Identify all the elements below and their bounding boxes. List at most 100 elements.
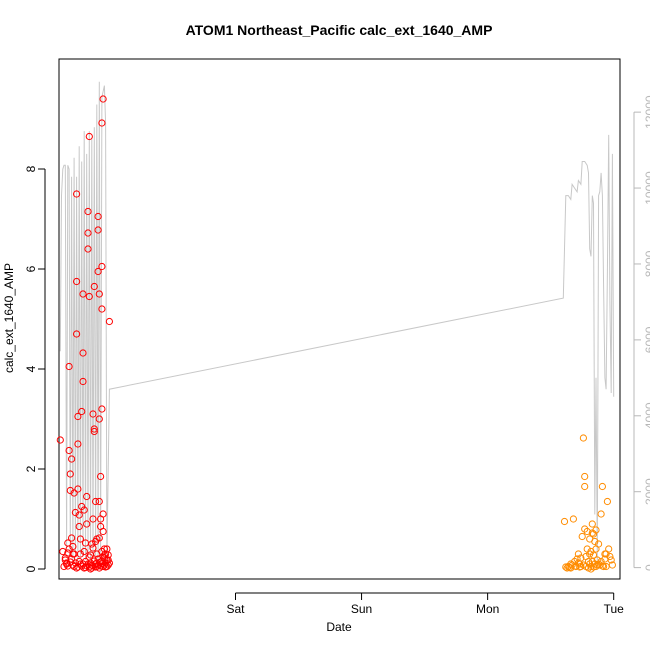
plot-frame <box>58 58 621 580</box>
data-point-series-2 <box>578 532 586 541</box>
left-axis-tick-label: 2 <box>24 465 38 472</box>
x-axis-tick-label: Tue <box>604 602 625 616</box>
data-point-series-2 <box>589 530 598 538</box>
data-point-series-1 <box>99 527 107 536</box>
data-point-series-2 <box>607 556 615 564</box>
x-axis-tick-label: Sat <box>226 602 245 616</box>
right-axis-tick-label: 12000 <box>643 95 650 129</box>
data-point-series-1 <box>76 535 85 543</box>
data-point-series-2 <box>591 537 599 546</box>
data-point-series-1 <box>94 267 102 276</box>
x-axis-tick-label: Mon <box>476 602 499 616</box>
data-point-series-2 <box>583 527 591 536</box>
right-y-axis: 0 2000 4000 6000 8000 10000 12000 <box>633 95 650 571</box>
data-point-series-1 <box>99 510 107 518</box>
data-point-series-1 <box>66 486 74 495</box>
x-axis-tick-label: Sun <box>351 602 372 616</box>
data-point-series-1 <box>85 292 93 301</box>
data-point-series-1 <box>98 405 106 413</box>
right-axis-tick-label: 6000 <box>643 326 650 353</box>
data-point-series-2 <box>592 526 600 534</box>
data-point-series-1 <box>79 560 87 568</box>
data-point-series-1 <box>98 305 106 313</box>
data-point-series-1 <box>104 556 112 564</box>
data-point-series-2 <box>586 550 594 558</box>
data-point-series-2 <box>598 562 607 570</box>
data-point-series-1 <box>73 330 81 338</box>
data-point-series-1 <box>93 535 101 543</box>
x-axis: Sat Sun Mon Tue <box>226 592 625 616</box>
data-point-series-1 <box>68 455 76 463</box>
data-point-series-1 <box>89 515 97 523</box>
data-point-series-2 <box>579 434 588 442</box>
data-point-series-1 <box>74 412 82 421</box>
data-point-series-2 <box>584 564 593 572</box>
data-point-series-1 <box>80 506 88 514</box>
left-y-axis: 0 2 4 6 8 <box>24 165 46 572</box>
line-series <box>59 81 615 561</box>
data-point-series-1 <box>85 132 93 141</box>
data-point-series-2 <box>589 551 598 559</box>
data-point-series-2 <box>602 550 610 558</box>
data-point-series-1 <box>95 497 103 506</box>
data-point-series-1 <box>92 497 100 506</box>
data-point-series-1 <box>95 290 103 298</box>
data-point-series-1 <box>90 282 98 291</box>
data-point-series-1 <box>99 95 107 103</box>
left-axis-tick-label: 0 <box>24 565 38 572</box>
data-point-series-1 <box>66 470 74 478</box>
data-point-series-1 <box>97 562 105 570</box>
data-point-series-2 <box>569 515 578 523</box>
data-point-series-1 <box>78 407 86 416</box>
data-point-series-1 <box>95 415 103 423</box>
data-point-series-1 <box>69 542 77 551</box>
data-point-series-2 <box>577 554 585 562</box>
data-point-series-2 <box>581 472 589 481</box>
data-point-series-1 <box>81 539 90 547</box>
data-point-series-1 <box>64 562 72 570</box>
right-axis-tick-label: 0 <box>643 564 650 571</box>
data-point-series-2 <box>579 561 588 569</box>
data-point-series-1 <box>105 317 114 326</box>
data-point-series-1 <box>97 472 105 481</box>
data-point-series-2 <box>588 520 596 528</box>
right-axis-tick-label: 10000 <box>643 171 650 205</box>
left-axis-tick-label: 6 <box>24 265 38 272</box>
data-point-series-1 <box>84 207 92 216</box>
data-point-series-1 <box>90 425 98 433</box>
data-point-series-1 <box>98 119 106 127</box>
data-point-series-1 <box>59 547 67 556</box>
data-point-series-1 <box>80 547 88 556</box>
line-series-path <box>59 81 615 561</box>
data-point-series-2 <box>574 550 583 558</box>
data-point-series-1 <box>73 190 81 198</box>
data-point-series-1 <box>75 511 83 519</box>
data-point-series-1 <box>98 262 106 271</box>
data-point-series-2 <box>589 563 598 571</box>
data-point-series-2 <box>598 482 607 491</box>
right-axis-tick-label: 4000 <box>643 402 650 429</box>
data-point-series-2 <box>562 563 570 571</box>
right-axis-tick-label: 2000 <box>643 478 650 505</box>
data-point-series-2 <box>581 482 589 491</box>
data-point-series-2 <box>592 545 600 553</box>
left-axis-tick-label: 4 <box>24 365 38 372</box>
data-point-series-1 <box>83 492 91 501</box>
data-point-series-2 <box>581 525 589 533</box>
data-point-series-1 <box>94 212 102 221</box>
data-point-series-1 <box>73 277 81 286</box>
data-point-series-1 <box>76 550 85 558</box>
data-point-series-1 <box>84 245 92 253</box>
right-axis-tick-label: 8000 <box>643 250 650 277</box>
data-point-series-1 <box>83 520 91 528</box>
data-point-series-2 <box>572 562 580 570</box>
data-point-series-2 <box>560 517 569 526</box>
data-point-series-1 <box>75 522 83 531</box>
data-point-series-1 <box>103 545 111 553</box>
data-point-series-1 <box>65 362 73 371</box>
data-point-series-1 <box>89 544 97 552</box>
data-point-series-1 <box>102 550 110 558</box>
data-point-series-1 <box>81 557 90 566</box>
data-point-series-2 <box>608 561 617 569</box>
